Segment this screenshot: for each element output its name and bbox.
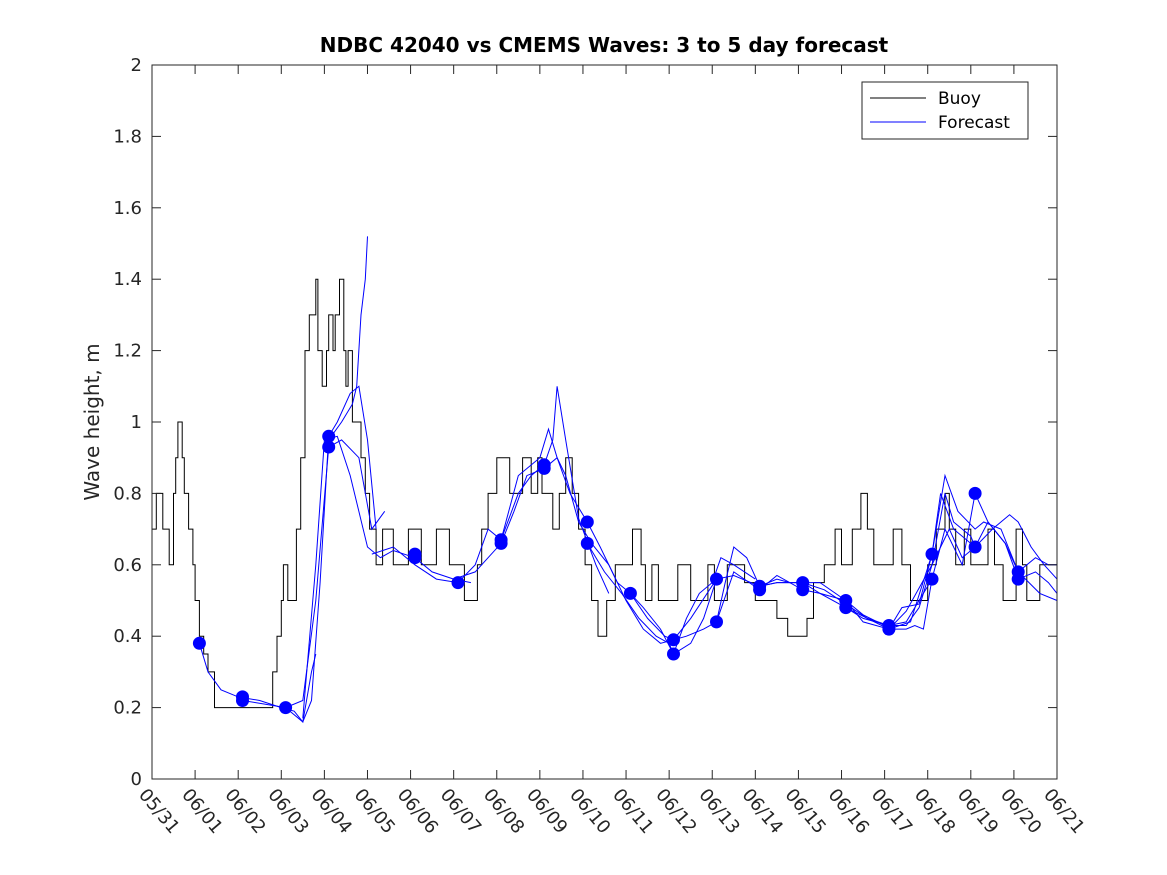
chart-title: NDBC 42040 vs CMEMS Waves: 3 to 5 day fo…	[320, 33, 889, 57]
y-tick-label: 0.4	[113, 626, 142, 647]
x-tick-label: 06/17	[867, 785, 916, 838]
x-tick-label: 06/05	[350, 785, 399, 838]
forecast-marker-5	[322, 429, 336, 443]
x-tick-label: 06/13	[694, 785, 743, 838]
forecast-marker-22	[753, 583, 767, 597]
y-axis-label: Wave height, m	[80, 343, 104, 500]
x-tick-label: 06/18	[910, 785, 959, 838]
legend-forecast-label: Forecast	[938, 113, 1010, 133]
x-tick-label: 06/19	[953, 785, 1002, 838]
x-tick-label: 06/06	[393, 785, 442, 838]
legend-buoy-label: Buoy	[938, 89, 981, 109]
forecast-marker-4	[279, 701, 293, 715]
forecast-marker-31	[968, 486, 982, 500]
forecast-series-line-1	[198, 643, 317, 724]
forecast-marker-11	[494, 536, 508, 550]
forecast-marker-15	[580, 536, 594, 550]
x-tick-label: 06/12	[651, 785, 700, 838]
x-tick-label: 06/14	[738, 785, 787, 838]
forecast-marker-24	[796, 583, 810, 597]
forecast-series-line-7	[453, 456, 674, 644]
x-tick-label: 06/20	[996, 785, 1045, 838]
forecast-marker-14	[580, 515, 594, 529]
forecast-series-line-4	[302, 435, 471, 719]
y-tick-label: 1	[131, 412, 142, 433]
x-tick-label: 06/15	[781, 785, 830, 838]
plot-area	[152, 65, 1057, 779]
forecast-marker-19	[710, 572, 723, 586]
y-tick-label: 1.8	[113, 126, 142, 147]
x-tick-label: 06/08	[479, 785, 528, 838]
forecast-marker-29	[925, 547, 939, 561]
x-tick-label: 06/02	[220, 785, 269, 838]
y-tick-label: 1.2	[113, 341, 142, 362]
legend: Buoy Forecast	[861, 81, 1029, 140]
forecast-marker-18	[667, 647, 680, 661]
y-tick-label: 2	[131, 55, 142, 76]
forecast-marker-1	[192, 636, 206, 650]
forecast-marker-17	[667, 633, 680, 647]
x-tick-label: 06/01	[177, 785, 226, 838]
x-tick-label: 06/11	[608, 785, 657, 838]
x-tick-label: 06/07	[436, 785, 485, 838]
x-tick-label: 06/16	[824, 785, 873, 838]
forecast-marker-6	[322, 440, 336, 454]
y-tick-label: 0.8	[113, 483, 142, 504]
forecast-marker-3	[236, 694, 249, 707]
forecast-marker-13	[537, 461, 551, 475]
forecast-series-line-8	[500, 427, 717, 655]
series-layer	[152, 236, 1058, 724]
x-tick-label: 06/03	[263, 785, 312, 838]
forecast-series-line-16	[888, 491, 1058, 630]
y-tick-label: 0.2	[113, 698, 142, 719]
forecast-marker-16	[623, 586, 637, 600]
x-tick-label: 06/04	[307, 785, 356, 838]
forecast-marker-30	[925, 572, 939, 586]
forecast-marker-32	[968, 540, 982, 554]
forecast-series-line-6	[371, 386, 610, 594]
legend-box	[861, 81, 1029, 140]
x-tick-label: 05/31	[134, 785, 183, 838]
forecast-marker-26	[839, 601, 853, 615]
forecast-marker-9	[451, 576, 465, 590]
forecast-marker-20	[710, 615, 723, 629]
forecast-series-line-5	[328, 236, 368, 441]
y-tick-label: 0.6	[113, 555, 142, 576]
forecast-marker-34	[1011, 572, 1025, 586]
x-tick-label: 06/10	[565, 785, 614, 838]
forecast-series-line-3	[285, 385, 377, 723]
buoy-series-line	[152, 278, 1057, 709]
forecast-marker-8	[408, 551, 422, 565]
y-tick-label: 1.4	[113, 269, 142, 290]
forecast-marker-28	[882, 622, 896, 636]
y-tick-label: 0	[131, 769, 142, 790]
forecast-series-line-14	[802, 473, 1058, 630]
plot-frame	[151, 64, 1058, 780]
y-tick-label: 1.6	[113, 198, 142, 219]
forecast-series-line-2	[242, 439, 386, 709]
x-tick-label: 06/09	[522, 785, 571, 838]
x-tick-label: 06/21	[1039, 785, 1088, 838]
